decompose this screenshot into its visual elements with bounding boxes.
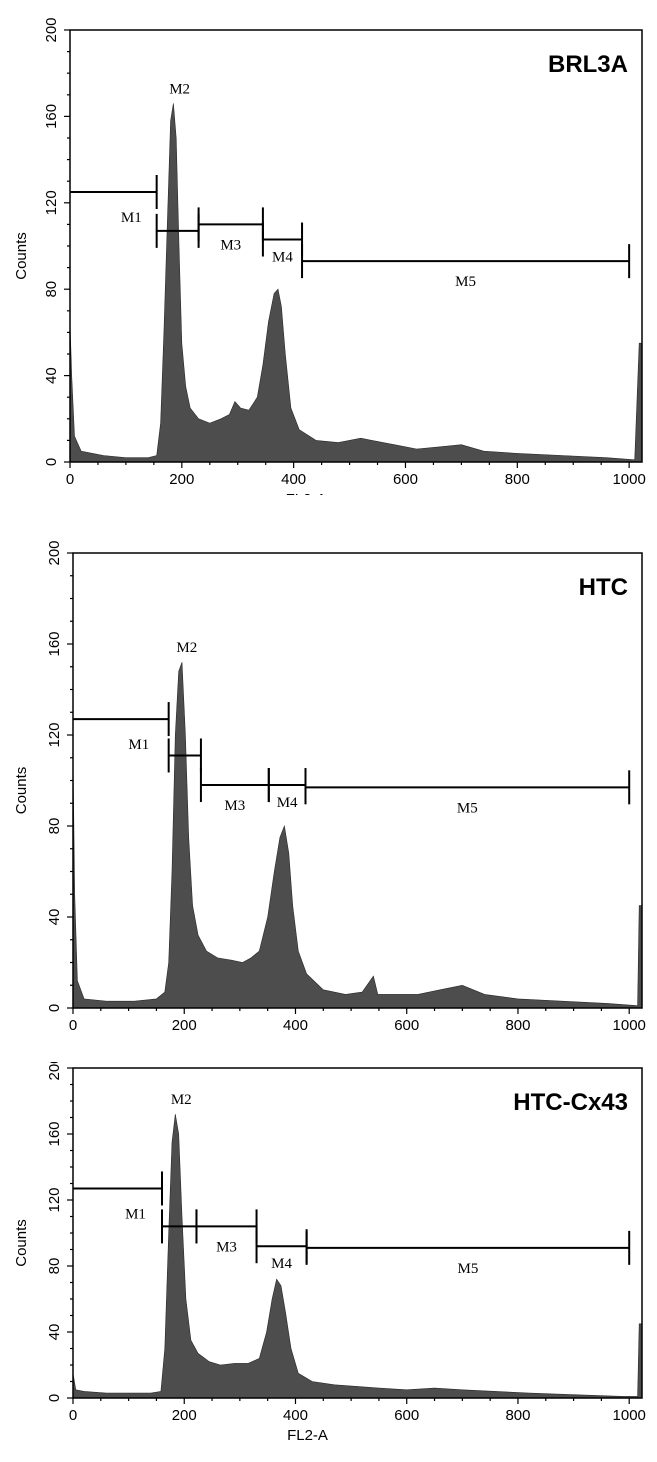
marker-m3: M3	[197, 207, 264, 253]
x-tick-label: 200	[172, 1017, 197, 1034]
plot-frame	[72, 1067, 643, 1399]
histogram-chart: 0 200 400 600 800 1000 0 40 80 120 160 200 FL2-A Coun…	[13, 17, 646, 495]
y-tick-label: 160	[46, 1121, 63, 1146]
y-tick-label: 80	[46, 818, 63, 835]
y-tick-label: 120	[43, 190, 60, 215]
x-axis-label: FL2-A	[287, 1037, 328, 1040]
histogram-panel-htc-cx43: 0 200 400 600 800 1000 0 40 80 120 160 200 FL2-A Coun…	[0, 1062, 657, 1460]
panel-title: BRL3A	[548, 51, 628, 78]
histogram-chart: 0 200 400 600 800 1000 0 40 80 120 160 200 FL2-A Coun…	[13, 1062, 646, 1444]
marker-label: M1	[128, 737, 149, 753]
y-tick-label: 120	[46, 1187, 63, 1212]
marker-m5: M5	[305, 1230, 631, 1277]
x-tick-label: 200	[169, 471, 194, 488]
y-tick-label: 0	[43, 458, 60, 466]
marker-label: M4	[271, 1256, 292, 1272]
marker-label: M1	[121, 210, 142, 226]
marker-m3: M3	[199, 768, 270, 814]
x-tick-label: 0	[69, 1017, 77, 1034]
marker-label: M1	[125, 1206, 146, 1222]
y-tick-label: 0	[46, 1004, 63, 1012]
y-tick-label: 40	[46, 1324, 63, 1341]
histogram-area	[72, 662, 643, 1009]
y-axis-label: Counts	[13, 767, 30, 815]
histogram-panel-brl3a: 0 200 400 600 800 1000 0 40 80 120 160 200 FL2-A Coun…	[0, 0, 657, 495]
marker-label: M5	[457, 800, 478, 816]
x-tick-label: 600	[393, 471, 418, 488]
y-axis-label: Counts	[13, 1219, 30, 1267]
x-tick-label: 800	[505, 1017, 530, 1034]
marker-m4: M4	[255, 1229, 308, 1272]
y-tick-label: 40	[43, 367, 60, 384]
marker-m1: M1	[73, 702, 170, 753]
x-axis-label: FL2-A	[287, 1427, 328, 1444]
x-tick-label: 800	[505, 1407, 530, 1424]
x-tick-label: 800	[505, 471, 530, 488]
plot-frame	[72, 552, 643, 1009]
x-tick-label: 0	[66, 471, 74, 488]
marker-label: M2	[169, 81, 190, 97]
y-tick-label: 200	[43, 17, 60, 42]
marker-m4: M4	[267, 768, 307, 811]
histogram-area	[72, 1114, 643, 1399]
panel-title: HTC	[579, 574, 628, 601]
x-tick-label: 200	[172, 1407, 197, 1424]
y-tick-label: 120	[46, 722, 63, 747]
x-tick-label: 400	[281, 471, 306, 488]
x-tick-label: 400	[283, 1407, 308, 1424]
x-axis-label: FL2-A	[286, 491, 327, 495]
marker-label: M5	[457, 1261, 478, 1277]
y-tick-label: 80	[43, 281, 60, 298]
histogram-panel-htc: 0 200 400 600 800 1000 0 40 80 120 160 200 FL2-A Coun…	[0, 540, 657, 1040]
panel-title: HTC-Cx43	[513, 1089, 628, 1116]
marker-label: M5	[455, 274, 476, 290]
marker-label: M4	[272, 250, 293, 266]
x-tick-label: 1000	[613, 1017, 646, 1034]
y-tick-label: 160	[46, 631, 63, 656]
marker-label: M3	[220, 237, 241, 253]
marker-label: M3	[224, 798, 245, 814]
marker-m4: M4	[261, 222, 304, 266]
marker-m2: M2	[167, 640, 202, 773]
x-tick-label: 400	[283, 1017, 308, 1034]
marker-m1: M1	[70, 175, 158, 226]
marker-m1: M1	[73, 1171, 163, 1222]
histogram-chart: 0 200 400 600 800 1000 0 40 80 120 160 200 FL2-A Coun…	[13, 540, 646, 1040]
marker-m5: M5	[304, 770, 631, 816]
marker-label: M2	[176, 640, 197, 656]
x-tick-label: 600	[394, 1017, 419, 1034]
y-tick-label: 160	[43, 104, 60, 129]
histogram-area	[69, 103, 643, 463]
x-tick-label: 600	[394, 1407, 419, 1424]
marker-label: M3	[216, 1239, 237, 1255]
x-tick-label: 1000	[612, 471, 645, 488]
y-tick-label: 200	[46, 540, 63, 565]
y-tick-label: 0	[46, 1394, 63, 1402]
x-tick-label: 1000	[613, 1407, 646, 1424]
marker-m5: M5	[301, 244, 631, 290]
y-tick-label: 40	[46, 909, 63, 926]
marker-m3: M3	[195, 1209, 258, 1255]
y-axis-label: Counts	[13, 232, 30, 280]
x-tick-label: 0	[69, 1407, 77, 1424]
y-tick-label: 200	[46, 1062, 63, 1081]
marker-label: M2	[171, 1092, 192, 1108]
marker-label: M4	[277, 795, 298, 811]
y-tick-label: 80	[46, 1258, 63, 1275]
